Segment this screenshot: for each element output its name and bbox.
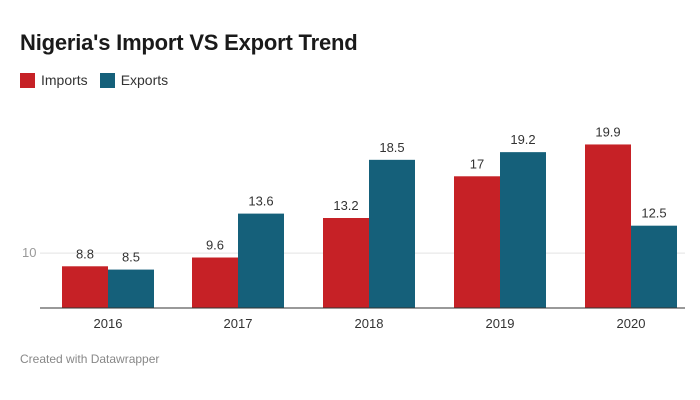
bar-imports-2020 xyxy=(585,144,631,308)
legend-item-imports: Imports xyxy=(20,72,88,88)
bar-imports-2019 xyxy=(454,176,500,308)
data-label-imports-2017: 9.6 xyxy=(206,238,224,253)
data-label-exports-2016: 8.5 xyxy=(122,250,140,265)
chart-title: Nigeria's Import VS Export Trend xyxy=(20,30,358,55)
data-label-imports-2020: 19.9 xyxy=(595,124,620,139)
bar-imports-2018 xyxy=(323,218,369,308)
bar-exports-2020 xyxy=(631,225,677,308)
legend-swatch-exports xyxy=(99,72,115,88)
x-tick-label-2018: 2018 xyxy=(355,316,384,331)
bar-exports-2016 xyxy=(108,269,154,308)
data-label-imports-2016: 8.8 xyxy=(76,246,94,261)
data-label-exports-2018: 18.5 xyxy=(379,140,404,155)
x-tick-label-2016: 2016 xyxy=(94,316,123,331)
legend-label-imports: Imports xyxy=(41,72,88,88)
legend-swatch-imports xyxy=(20,72,35,88)
footer-credit: Created with Datawrapper xyxy=(20,352,160,366)
data-label-exports-2020: 12.5 xyxy=(641,206,666,221)
data-label-exports-2017: 13.6 xyxy=(248,194,273,209)
y-tick-label-10: 10 xyxy=(22,245,36,260)
bar-imports-2016 xyxy=(62,266,108,308)
bar-exports-2019 xyxy=(500,152,546,308)
x-tick-label-2019: 2019 xyxy=(486,316,515,331)
legend-label-exports: Exports xyxy=(120,72,169,88)
data-label-imports-2018: 13.2 xyxy=(333,198,358,213)
bar-imports-2017 xyxy=(192,257,238,308)
x-tick-label-2020: 2020 xyxy=(617,316,646,331)
data-label-imports-2019: 17 xyxy=(470,156,484,171)
x-tick-label-2017: 2017 xyxy=(224,316,253,331)
bar-exports-2017 xyxy=(238,213,284,308)
bar-exports-2018 xyxy=(369,159,415,308)
legend-item-exports: Exports xyxy=(99,72,169,88)
legend: Imports Exports xyxy=(20,72,180,88)
data-label-exports-2019: 19.2 xyxy=(510,132,535,147)
